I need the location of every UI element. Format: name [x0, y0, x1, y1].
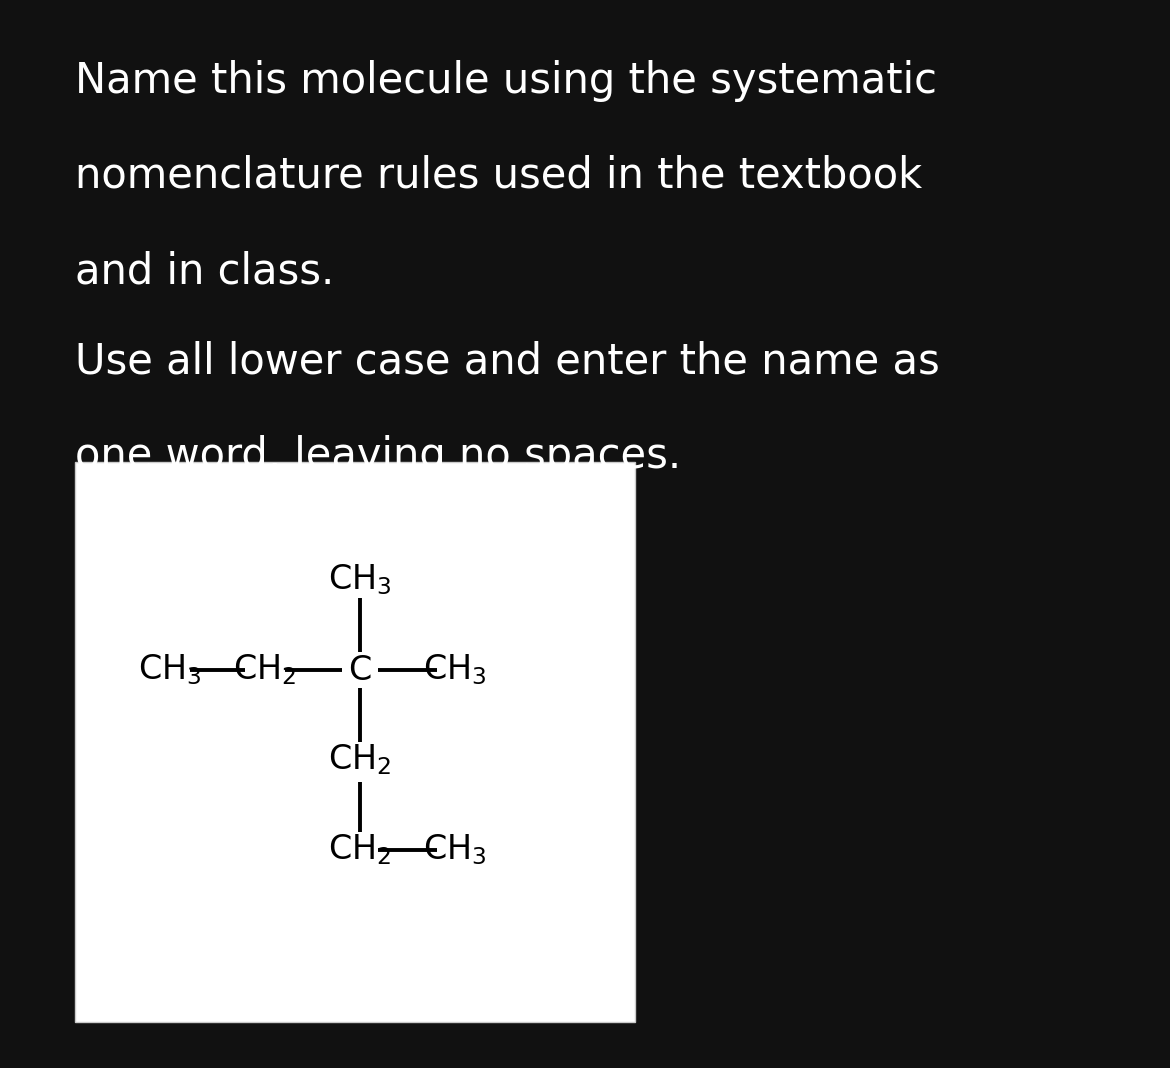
Text: one word, leaving no spaces.: one word, leaving no spaces.	[75, 435, 681, 477]
Text: $\mathregular{C}$: $\mathregular{C}$	[349, 654, 372, 687]
Text: $\mathregular{CH_2}$: $\mathregular{CH_2}$	[233, 653, 297, 688]
Text: Use all lower case and enter the name as: Use all lower case and enter the name as	[75, 340, 940, 382]
Text: $\mathregular{CH_3}$: $\mathregular{CH_3}$	[138, 653, 201, 688]
Text: $\mathregular{CH_3}$: $\mathregular{CH_3}$	[424, 653, 487, 688]
Text: $\mathregular{CH_3}$: $\mathregular{CH_3}$	[424, 833, 487, 867]
Text: $\mathregular{CH_3}$: $\mathregular{CH_3}$	[329, 563, 392, 597]
Text: nomenclature rules used in the textbook: nomenclature rules used in the textbook	[75, 155, 922, 197]
Text: and in class.: and in class.	[75, 250, 335, 292]
Text: $\mathregular{CH_2}$: $\mathregular{CH_2}$	[329, 833, 392, 867]
Text: $\mathregular{CH_2}$: $\mathregular{CH_2}$	[329, 742, 392, 778]
Text: Name this molecule using the systematic: Name this molecule using the systematic	[75, 60, 937, 103]
Bar	[75, 462, 635, 1022]
